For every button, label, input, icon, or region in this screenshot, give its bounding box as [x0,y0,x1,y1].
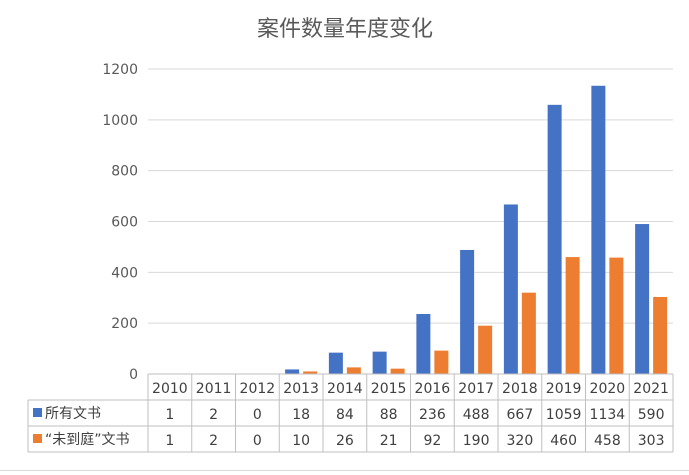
x-tick-label: 2012 [240,381,276,397]
data-label: 667 [507,407,534,423]
y-axis: 0 200 400 600 800 1000 1200 [102,62,138,383]
bar-2013-s2 [303,371,318,374]
bar-2014-s2 [346,367,361,374]
bottom-divider [0,470,689,471]
bar-2018-s1 [503,204,518,374]
legend-label-s2: “未到庭”文书 [45,431,130,448]
data-label: 21 [380,433,398,449]
x-tick-label: 2011 [196,381,232,397]
data-table: 2010 2011 2012 2013 2014 2015 2016 2017 2018 2019… [27,373,674,453]
x-tick-label: 2015 [371,381,407,397]
data-label: 460 [550,433,577,449]
data-label: 1134 [590,407,626,423]
data-label: 0 [253,407,262,423]
data-label: 2 [209,407,218,423]
data-label: 1 [165,407,174,423]
bar-2013-s1 [285,369,300,374]
y-tick-label: 200 [111,316,138,332]
data-label: 1 [165,433,174,449]
legend-label-s1: 所有文书 [45,406,101,422]
bar-2020-s2 [609,257,624,374]
data-label: 303 [638,433,665,449]
x-tick-label: 2016 [415,381,451,397]
bar-2017-s2 [478,325,493,374]
data-label: 1059 [546,407,582,423]
y-tick-label: 800 [111,164,138,180]
y-tick-label: 0 [129,367,138,383]
x-tick-label: 2010 [152,381,188,397]
grid-lines [148,68,673,324]
data-label: 10 [292,433,310,449]
y-tick-label: 600 [111,215,138,231]
bar-2015-s2 [390,368,405,374]
legend-swatch-s2 [33,434,42,443]
data-label: 88 [380,407,398,423]
bar-2019-s1 [547,104,562,375]
x-tick-label: 2017 [458,381,494,397]
bar-2016-s1 [416,314,431,374]
data-label: 2 [209,433,218,449]
x-tick-label: 2014 [327,381,363,397]
bar-2017-s1 [460,249,475,374]
data-label: 236 [419,407,446,423]
data-label: 0 [253,433,262,449]
data-label: 320 [507,433,534,449]
data-label: 92 [423,433,441,449]
x-tick-label: 2013 [283,381,319,397]
data-label: 26 [336,433,354,449]
bar-2016-s2 [434,350,449,374]
x-tick-label: 2018 [502,381,538,397]
legend-swatch-s1 [33,408,42,417]
x-tick-label: 2019 [546,381,582,397]
bar-2019-s2 [565,257,580,374]
bar-2015-s1 [372,351,387,374]
x-tick-label: 2020 [590,381,626,397]
data-label: 190 [463,433,490,449]
data-label: 488 [463,407,490,423]
bar-2018-s2 [521,292,536,374]
bars [153,85,668,375]
chart-title: 案件数量年度变化 [257,17,433,42]
y-tick-label: 1200 [102,62,138,78]
bar-2020-s1 [591,85,606,375]
y-tick-label: 1000 [102,113,138,129]
data-label: 458 [594,433,621,449]
y-tick-label: 400 [111,265,138,281]
bar-2021-s1 [635,224,650,374]
data-label: 18 [292,407,310,423]
x-tick-label: 2021 [633,381,669,397]
data-label: 590 [638,407,665,423]
data-label: 84 [336,407,354,423]
bar-2014-s1 [328,352,343,374]
bar-2021-s2 [653,296,668,374]
